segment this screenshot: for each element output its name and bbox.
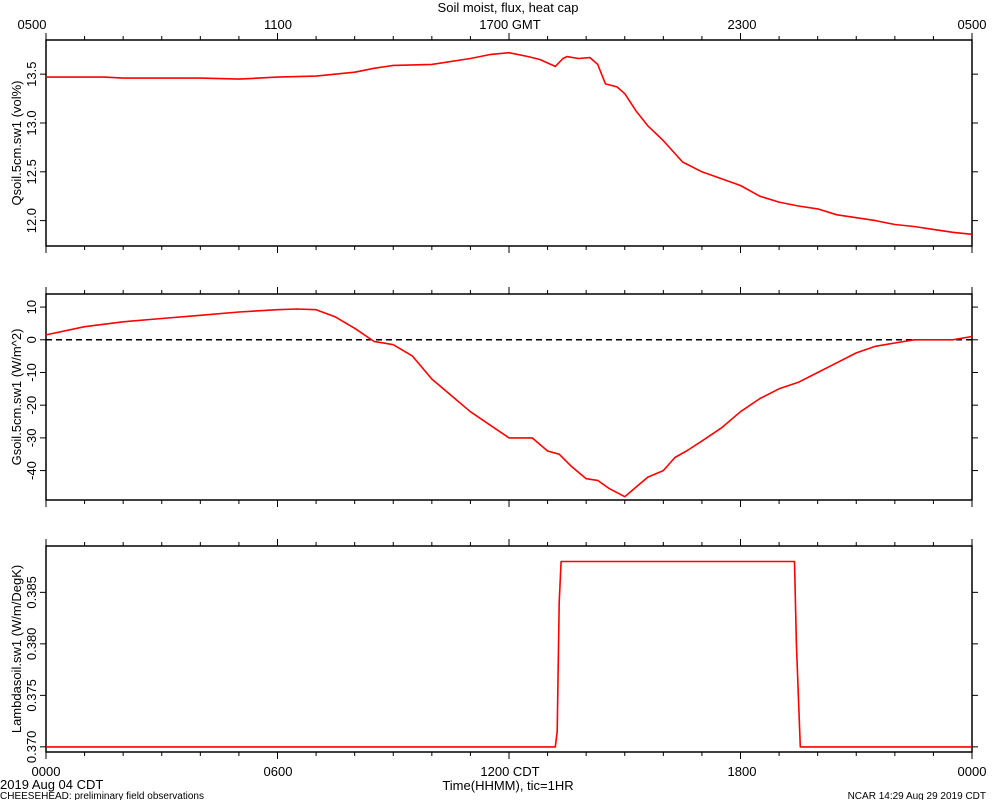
y-tick-label: 0.375 [24, 679, 39, 712]
top-tick-label: 1700 GMT [479, 17, 540, 32]
bottom-tick-label: 1800 [728, 764, 757, 779]
y-tick-label: 0 [24, 336, 39, 343]
footer-left-note: CHEESEHEAD: preliminary field observatio… [0, 791, 204, 800]
top-axis-labels: 0500 1100 1700 GMT 2300 0500 [18, 17, 987, 32]
y-tick-label: 0.380 [24, 628, 39, 661]
panel-soil-heat-flux: -40 -30 -20 -10 0 10 Gsoil.5cm.sw1 (W/m^2) [9, 287, 978, 507]
top-tick-label: 2300 [728, 17, 757, 32]
series-line [45, 308, 973, 498]
bottom-tick-label: 0000 [32, 764, 61, 779]
series-line [46, 560, 972, 748]
y-tick-label: 12.0 [24, 208, 39, 233]
y-tick-label: -10 [24, 363, 39, 382]
y-axis-label: Lambdasoil.sw1 (W/m/DegK) [9, 565, 24, 733]
y-axis-label: Qsoil.5cm.sw1 (vol%) [9, 81, 24, 206]
bottom-tick-label: 1200 CDT [480, 764, 539, 779]
y-tick-label: 0.370 [24, 731, 39, 764]
y-tick-label: 10 [24, 300, 39, 314]
bottom-axis-labels: 0000 0600 1200 CDT 1800 0000 [32, 764, 987, 779]
series-line [46, 51, 973, 236]
y-tick-label: 13.5 [24, 62, 39, 87]
y-tick-label: 12.5 [24, 159, 39, 184]
y-tick-label: -20 [24, 396, 39, 415]
x-axis-label: Time(HHMM), tic=1HR [442, 778, 573, 793]
plot-date-label: 2019 Aug 04 CDT [0, 777, 103, 792]
y-tick-label: -40 [24, 461, 39, 480]
top-tick-label: 0500 [18, 17, 47, 32]
bottom-tick-label: 0600 [264, 764, 293, 779]
footer-right-note: NCAR 14:29 Aug 29 2019 CDT [848, 791, 986, 800]
bottom-tick-label: 0000 [958, 764, 987, 779]
y-tick-label: 13.0 [24, 110, 39, 135]
y-tick-label: 0.385 [24, 576, 39, 609]
figure-title: Soil moist, flux, heat cap [438, 0, 579, 15]
top-tick-label: 1100 [264, 17, 292, 32]
y-tick-label: -30 [24, 428, 39, 447]
y-axis-label: Gsoil.5cm.sw1 (W/m^2) [9, 329, 24, 466]
top-tick-label: 0500 [958, 17, 987, 32]
